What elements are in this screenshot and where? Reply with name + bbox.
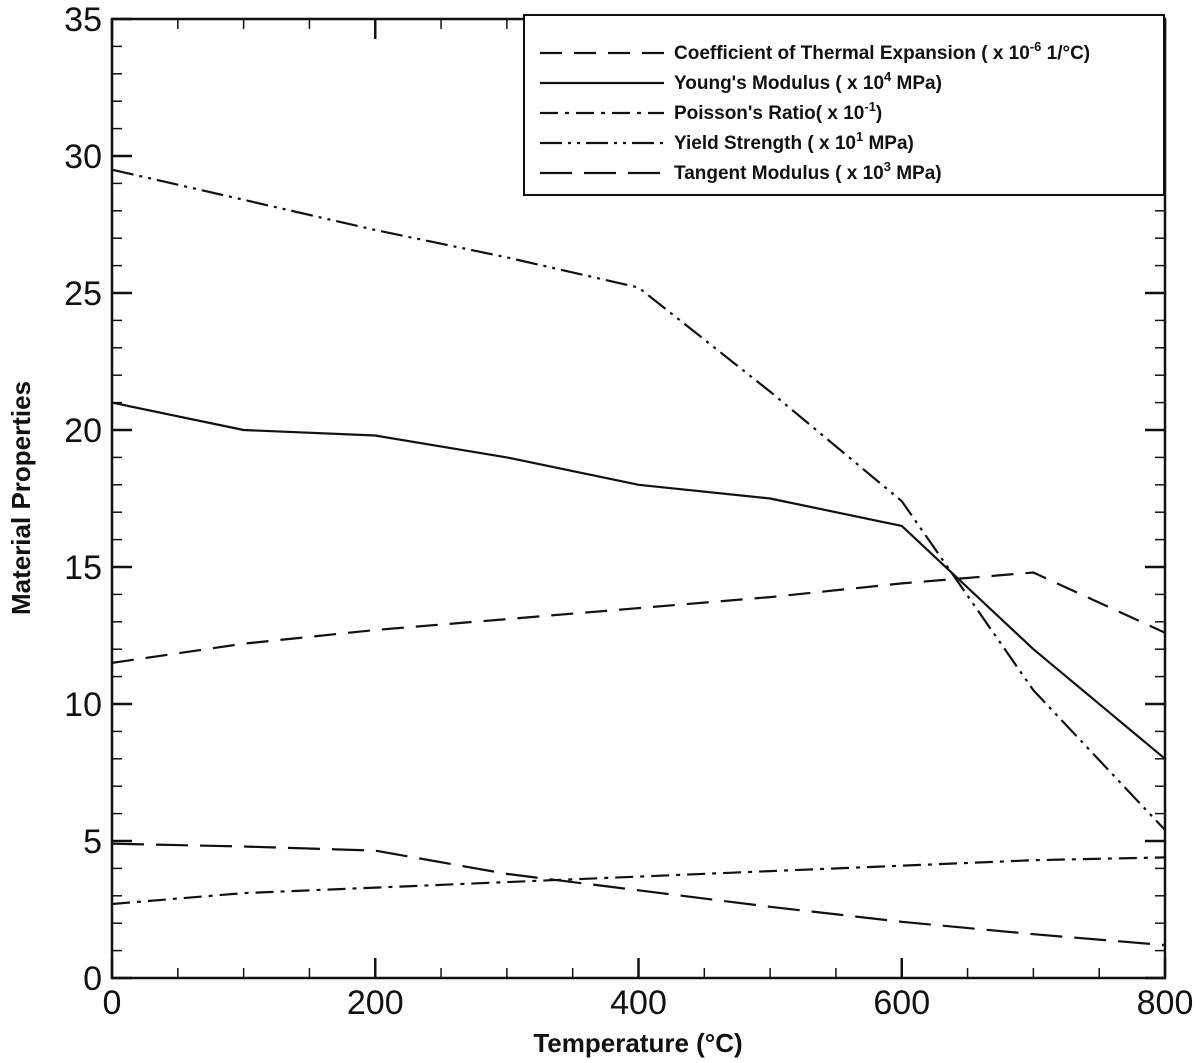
legend-entry-label: Young's Modulus ( x 104 MPa) [674,69,942,94]
series-lines [111,168,1166,947]
legend-entry-label: Yield Strength ( x 101 MPa) [674,129,914,154]
y-tick-label: 5 [83,823,102,861]
y-axis-title: Material Properties [6,381,36,615]
legend-entry-label: Poisson's Ratio( x 10-1) [674,99,882,124]
x-tick-label: 800 [1137,984,1194,1022]
y-tick-label: 35 [64,1,102,39]
legend: Coefficient of Thermal Expansion ( x 10-… [523,14,1165,196]
y-tick-label: 25 [64,275,102,313]
series-line-3 [111,168,1166,831]
legend-entry-label: Tangent Modulus ( x 103 MPa) [674,159,942,184]
x-axis-title: Temperature (°C) [533,1028,742,1058]
legend-entry-label: Coefficient of Thermal Expansion ( x 10-… [674,39,1090,64]
y-tick-label: 15 [64,549,102,587]
y-tick-label: 10 [64,686,102,724]
series-line-2 [111,856,1166,906]
legend-box [523,14,1165,196]
series-line-1 [111,401,1166,760]
x-tick-label: 600 [873,984,930,1022]
x-tick-label: 200 [347,984,404,1022]
y-tick-label: 30 [64,138,102,176]
series-line-4 [111,842,1166,947]
x-tick-label: 0 [103,984,122,1022]
series-line-0 [111,571,1166,664]
y-tick-label: 0 [83,960,102,998]
y-tick-label: 20 [64,412,102,450]
x-tick-label: 400 [610,984,667,1022]
